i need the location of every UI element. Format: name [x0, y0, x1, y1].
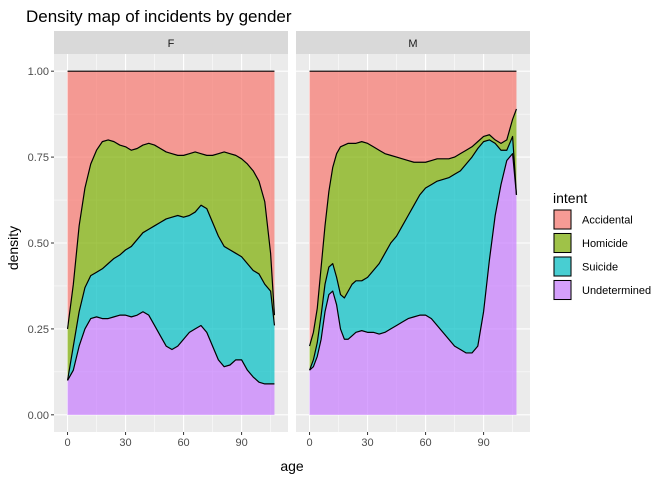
- y-tick-label: 0.00: [28, 410, 49, 422]
- y-axis-label: density: [5, 226, 21, 270]
- legend-item-accidental: Accidental: [553, 209, 633, 230]
- area-homicide: [309, 108, 517, 371]
- legend-label: Accidental: [582, 215, 633, 227]
- y-tick-label: 0.25: [28, 324, 49, 336]
- x-tick-label: 30: [119, 437, 131, 449]
- legend-item-suicide: Suicide: [553, 256, 618, 277]
- facet-panels: 0.00 0.25 0.50 0.75 1.00 F 0 30 60 90 M 0 30 60 90: [28, 31, 530, 449]
- facet-strip-label: F: [168, 38, 175, 50]
- area-accidental: [67, 71, 275, 329]
- legend: intent Accidental Homicide Suicide Undeterm…: [553, 190, 651, 301]
- facet-panel-m: M 0 30 60 90: [296, 31, 530, 449]
- line-undetermined: [67, 311, 275, 385]
- x-tick-label: 30: [361, 437, 373, 449]
- y-tick-label: 0.75: [28, 152, 49, 164]
- x-tick-label: 90: [235, 437, 247, 449]
- legend-item-undetermined: Undetermined: [553, 279, 651, 301]
- line-suicide: [66, 204, 276, 381]
- area-accidental: [309, 71, 517, 347]
- chart-title: Density map of incidents by gender: [26, 7, 292, 26]
- line-homicide: [308, 108, 518, 347]
- x-tick-label: 60: [177, 437, 189, 449]
- facet-strip: [54, 31, 288, 54]
- line-suicide: [308, 135, 518, 371]
- facet-strip: [296, 31, 530, 54]
- legend-label: Undetermined: [582, 285, 651, 297]
- x-tick-label: 0: [64, 437, 70, 449]
- area-undetermined: [309, 153, 517, 415]
- area-undetermined: [67, 311, 275, 415]
- line-homicide: [66, 139, 276, 329]
- line-undetermined: [309, 153, 518, 371]
- x-tick-label: 60: [419, 437, 431, 449]
- legend-label: Homicide: [582, 238, 628, 250]
- x-tick-label: 0: [306, 437, 312, 449]
- facet-panel-f: F 0 30 60 90: [54, 31, 288, 449]
- x-axis-label: age: [280, 458, 304, 474]
- legend-swatch: [553, 256, 572, 277]
- area-suicide: [309, 136, 517, 371]
- x-tick-label: 90: [477, 437, 489, 449]
- y-tick-label: 1.00: [28, 66, 49, 78]
- facet-strip-label: M: [408, 38, 417, 50]
- area-suicide: [67, 205, 275, 384]
- legend-swatch: [553, 209, 572, 230]
- legend-item-homicide: Homicide: [553, 232, 628, 254]
- area-homicide: [67, 139, 275, 381]
- legend-swatch: [553, 233, 572, 253]
- legend-title: intent: [553, 190, 587, 206]
- y-tick-label: 0.50: [28, 238, 49, 250]
- legend-label: Suicide: [582, 262, 618, 274]
- legend-swatch: [553, 280, 572, 300]
